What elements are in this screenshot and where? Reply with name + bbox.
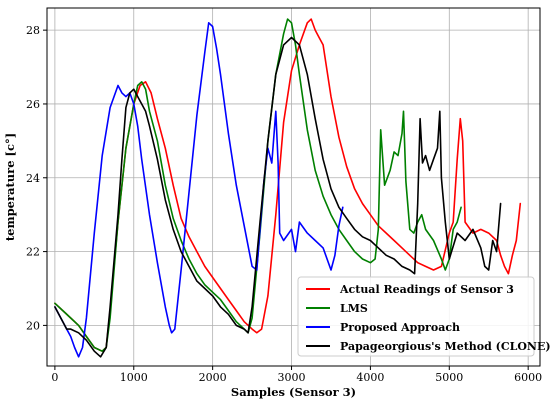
y-tick-label-4: 28 bbox=[26, 24, 40, 37]
x-axis-label: Samples (Sensor 3) bbox=[231, 385, 356, 399]
legend-label-1: LMS bbox=[340, 302, 368, 315]
series-group bbox=[54, 18, 522, 358]
series-line-3 bbox=[54, 36, 502, 358]
x-tick-label-1: 1000 bbox=[120, 371, 148, 384]
legend-box bbox=[297, 276, 535, 357]
legend: Actual Readings of Sensor 3 LMS Proposed A… bbox=[297, 276, 550, 357]
series-line-1 bbox=[54, 18, 462, 352]
x-tick-label-0: 0 bbox=[51, 371, 58, 384]
x-axis-ticks: 0 1000 2000 3000 4000 5000 6000 bbox=[51, 366, 542, 384]
series-line-0 bbox=[54, 18, 522, 352]
y-axis-ticks: 20 22 24 26 28 bbox=[26, 24, 47, 332]
grid bbox=[47, 8, 540, 366]
y-tick-label-2: 24 bbox=[26, 172, 40, 185]
plot-frame bbox=[46, 7, 541, 367]
y-tick-label-1: 22 bbox=[26, 246, 40, 259]
x-tick-label-2: 2000 bbox=[199, 371, 227, 384]
series-line-2 bbox=[54, 22, 344, 358]
x-tick-label-5: 5000 bbox=[435, 371, 463, 384]
legend-label-0: Actual Readings of Sensor 3 bbox=[339, 283, 514, 296]
legend-label-3: Papageorgious's Method (CLONE) bbox=[340, 340, 550, 353]
x-tick-label-4: 4000 bbox=[356, 371, 384, 384]
y-tick-label-0: 20 bbox=[26, 319, 40, 332]
x-tick-label-3: 3000 bbox=[278, 371, 306, 384]
y-axis-label: temperature [c°] bbox=[3, 133, 17, 241]
legend-label-2: Proposed Approach bbox=[340, 321, 460, 334]
y-tick-label-3: 26 bbox=[26, 98, 40, 111]
x-tick-label-6: 6000 bbox=[514, 371, 542, 384]
